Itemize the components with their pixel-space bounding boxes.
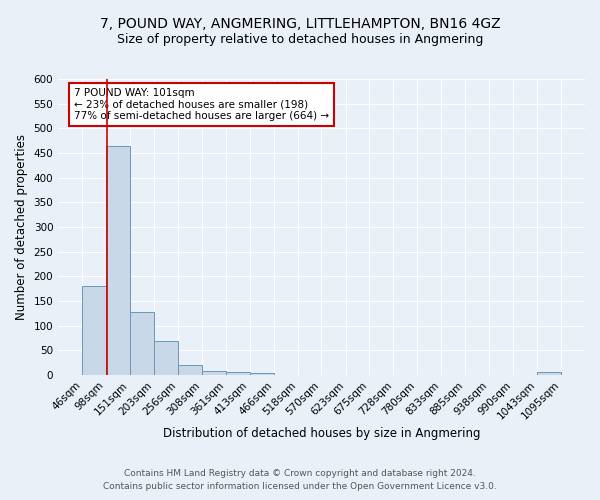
- Bar: [154, 340, 178, 375]
- X-axis label: Distribution of detached houses by size in Angmering: Distribution of detached houses by size …: [163, 427, 481, 440]
- Text: Size of property relative to detached houses in Angmering: Size of property relative to detached ho…: [117, 32, 483, 46]
- Bar: [178, 366, 202, 375]
- Bar: [202, 371, 226, 375]
- Bar: [250, 372, 274, 375]
- Y-axis label: Number of detached properties: Number of detached properties: [15, 134, 28, 320]
- Bar: [82, 286, 106, 375]
- Text: 7, POUND WAY, ANGMERING, LITTLEHAMPTON, BN16 4GZ: 7, POUND WAY, ANGMERING, LITTLEHAMPTON, …: [100, 18, 500, 32]
- Bar: [106, 146, 130, 375]
- Text: 7 POUND WAY: 101sqm
← 23% of detached houses are smaller (198)
77% of semi-detac: 7 POUND WAY: 101sqm ← 23% of detached ho…: [74, 88, 329, 121]
- Text: Contains HM Land Registry data © Crown copyright and database right 2024.: Contains HM Land Registry data © Crown c…: [124, 468, 476, 477]
- Bar: [226, 372, 250, 375]
- Bar: [538, 372, 561, 375]
- Bar: [130, 312, 154, 375]
- Text: Contains public sector information licensed under the Open Government Licence v3: Contains public sector information licen…: [103, 482, 497, 491]
